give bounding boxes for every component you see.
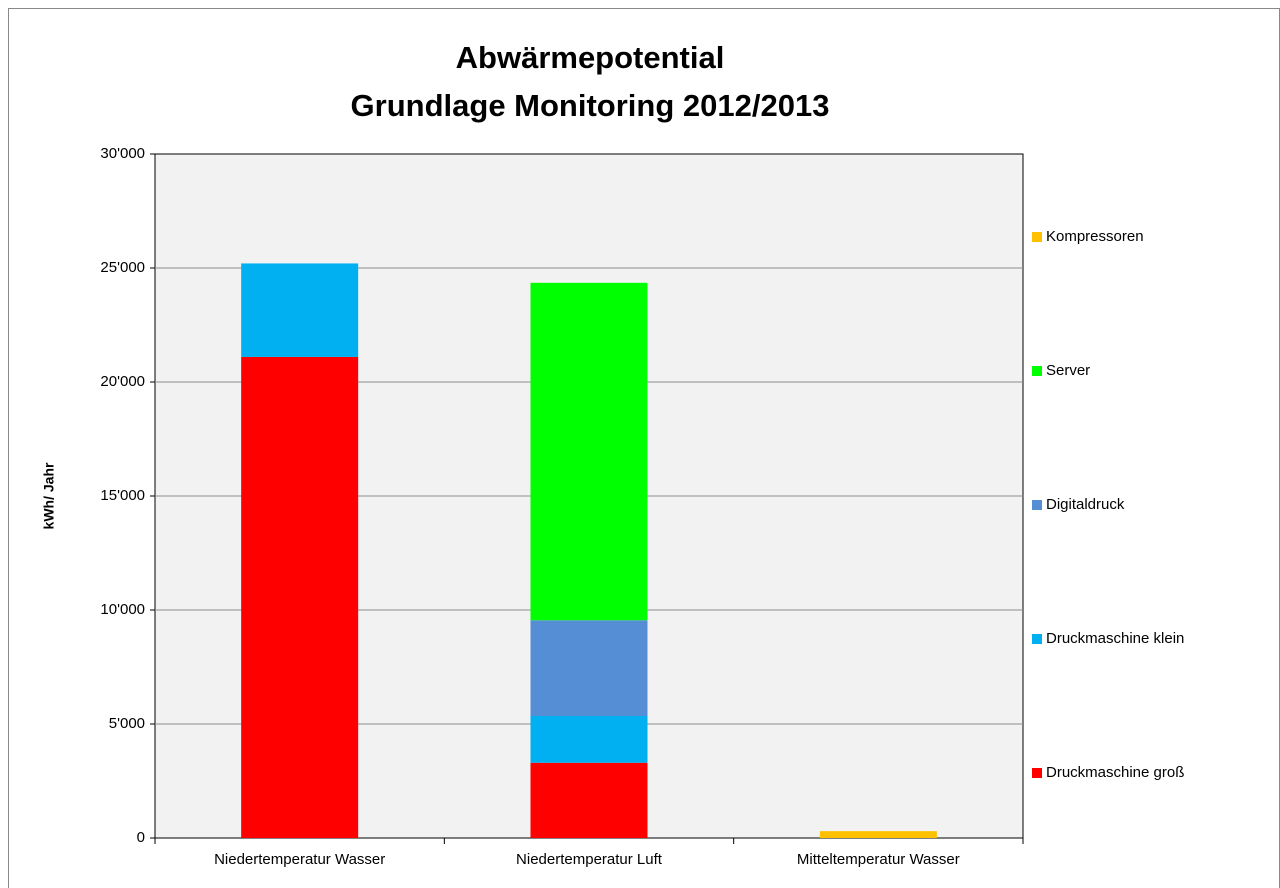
legend-label: Digitaldruck	[1046, 496, 1125, 513]
bar-segment	[819, 831, 937, 838]
chart-subtitle: Grundlage Monitoring 2012/2013	[351, 88, 830, 123]
chart-title: Abwärmepotential	[456, 40, 725, 75]
y-tick-label: 30'000	[100, 145, 145, 162]
bar-segment	[241, 356, 359, 838]
legend-label: Server	[1046, 362, 1090, 379]
legend-label: Druckmaschine groß	[1046, 764, 1184, 781]
y-tick-label: 15'000	[100, 487, 145, 504]
y-tick-label: 5'000	[109, 715, 145, 732]
legend-swatch	[1032, 634, 1042, 644]
bar-segment	[530, 620, 648, 717]
x-tick-label: Niedertemperatur Luft	[516, 851, 663, 868]
bar-segment	[530, 716, 648, 763]
bar-segment	[241, 263, 359, 357]
x-tick-label: Mitteltemperatur Wasser	[797, 851, 960, 868]
bar-segment	[530, 282, 648, 621]
legend-label: Druckmaschine klein	[1046, 630, 1184, 647]
y-tick-label: 10'000	[100, 601, 145, 618]
legend-swatch	[1032, 768, 1042, 778]
x-tick-label: Niedertemperatur Wasser	[214, 851, 385, 868]
y-axis-label: kWh/ Jahr	[41, 462, 57, 529]
bar-segment	[530, 762, 648, 838]
y-tick-label: 20'000	[100, 373, 145, 390]
y-tick-label: 25'000	[100, 259, 145, 276]
y-tick-label: 0	[137, 829, 145, 846]
legend-swatch	[1032, 500, 1042, 510]
legend-label: Kompressoren	[1046, 228, 1144, 245]
legend-swatch	[1032, 366, 1042, 376]
legend-swatch	[1032, 232, 1042, 242]
